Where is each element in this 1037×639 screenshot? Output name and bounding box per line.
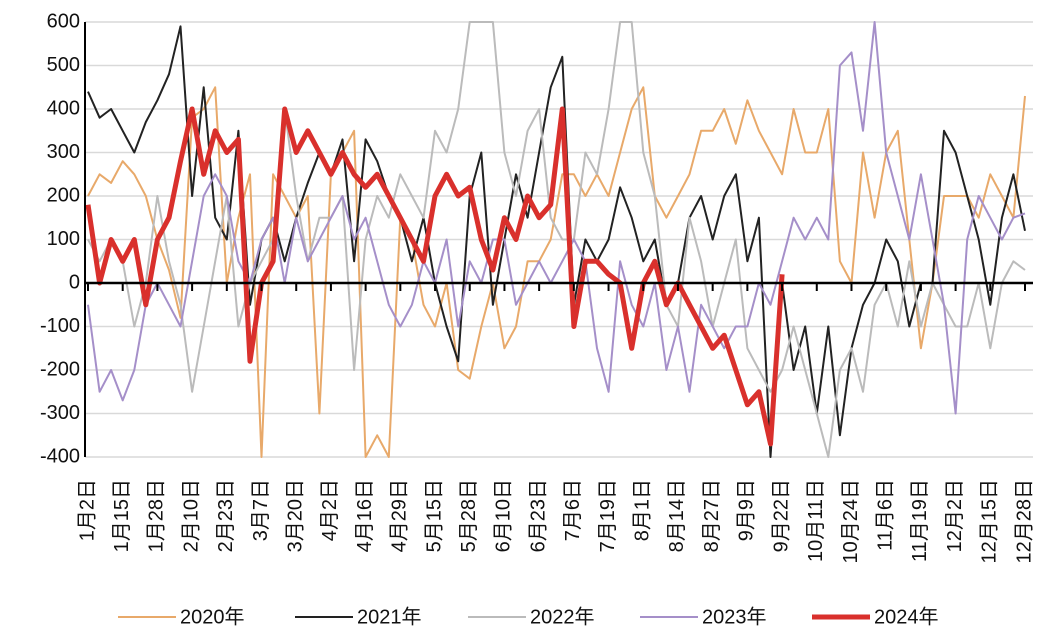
legend-label: 2024年 [874, 605, 939, 628]
x-tick-label: 8月1日 [632, 479, 654, 541]
series-line [85, 106, 785, 447]
x-tick-label: 9月9日 [736, 479, 758, 541]
x-tick-label: 12月28日 [1013, 479, 1035, 564]
y-tick-label: 500 [47, 54, 80, 76]
y-tick-label: -100 [40, 315, 80, 337]
x-tick-label: 10月24日 [840, 479, 862, 564]
x-tick-label: 9月22日 [770, 479, 792, 552]
x-tick-label: 3月7日 [250, 479, 272, 541]
x-tick-label: 1月28日 [146, 479, 168, 552]
series-line [87, 86, 1026, 458]
y-tick-label: -300 [40, 402, 80, 424]
x-tick-label: 4月16日 [354, 479, 376, 552]
y-tick-label: 300 [47, 141, 80, 163]
x-tick-label: 1月2日 [76, 479, 98, 541]
x-tick-label: 4月29日 [389, 479, 411, 552]
y-tick-label: -400 [40, 445, 80, 467]
x-tick-label: 3月20日 [285, 479, 307, 552]
x-tick-label: 8月14日 [666, 479, 688, 552]
series-line [87, 25, 1026, 458]
legend-label: 2022年 [530, 605, 595, 628]
x-tick-label: 7月19日 [597, 479, 619, 552]
x-tick-label: 5月28日 [458, 479, 480, 552]
x-tick-label: 2月10日 [180, 479, 202, 552]
x-tick-label: 11月6日 [874, 479, 896, 551]
x-tick-label: 7月6日 [562, 479, 584, 541]
y-tick-label: 600 [47, 10, 80, 32]
y-tick-label: 200 [47, 184, 80, 206]
legend-label: 2021年 [357, 605, 422, 628]
legend-label: 2020年 [180, 605, 245, 628]
x-tick-label: 12月15日 [979, 479, 1001, 564]
x-tick-label: 2月23日 [215, 479, 237, 552]
x-tick-label: 11月19日 [909, 479, 931, 562]
legend-label: 2023年 [702, 605, 767, 628]
x-tick-label: 8月27日 [701, 479, 723, 552]
x-tick-label: 6月10日 [493, 479, 515, 552]
x-tick-label: 5月15日 [423, 479, 445, 552]
x-tick-label: 6月23日 [527, 479, 549, 552]
y-tick-label: 0 [69, 271, 80, 293]
y-tick-label: -200 [40, 358, 80, 380]
x-tick-label: 1月15日 [111, 479, 133, 552]
y-tick-label: 100 [47, 228, 80, 250]
series-line [87, 21, 1026, 458]
x-tick-label: 4月2日 [319, 479, 341, 541]
x-tick-label: 12月2日 [944, 479, 966, 552]
x-tick-label: 10月11日 [805, 479, 827, 562]
y-tick-label: 400 [47, 97, 80, 119]
